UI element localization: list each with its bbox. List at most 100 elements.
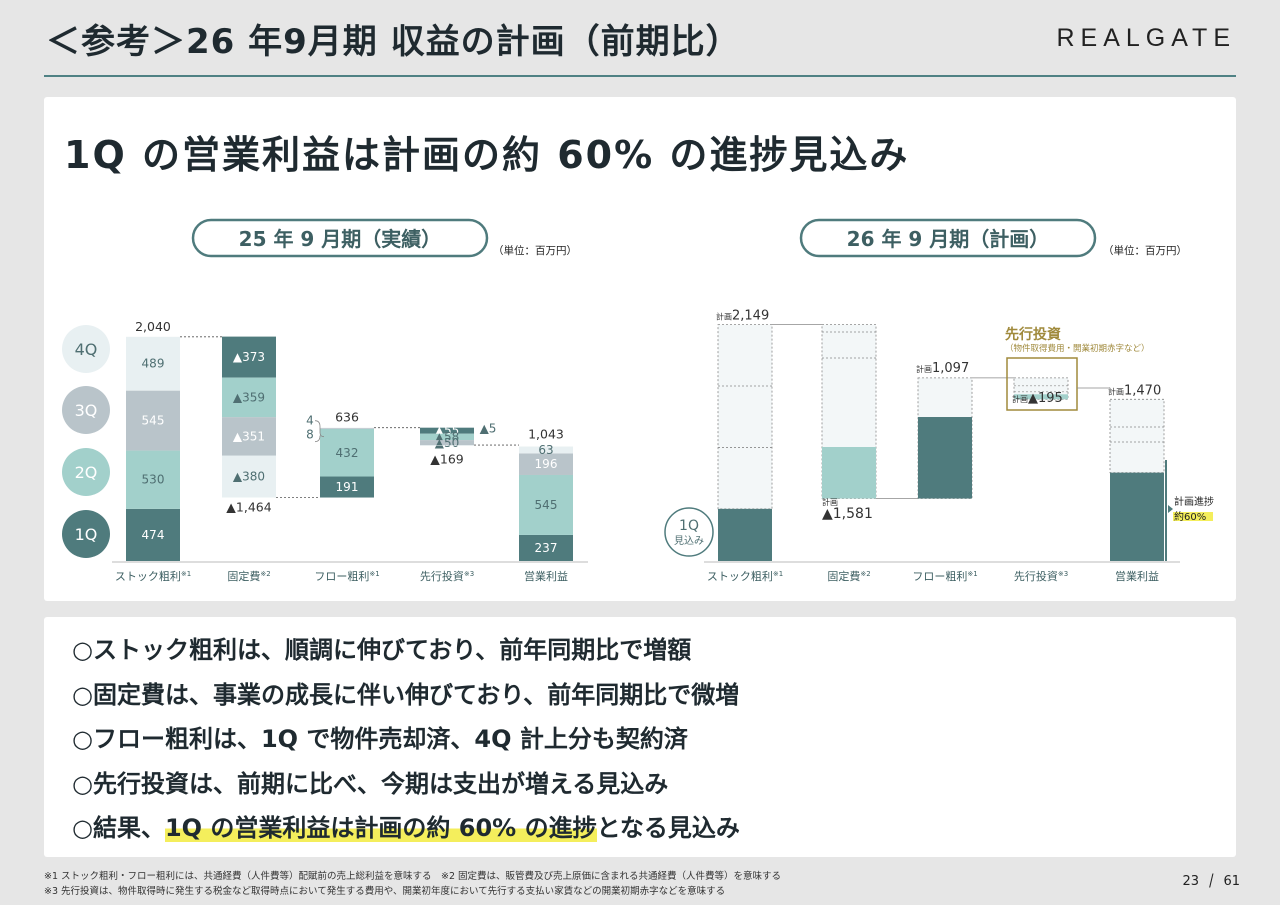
flow-plan-label: 計画1,097 [916,361,969,376]
quarter-legend-circle [62,510,110,558]
operating-total-label: 1,043 [528,426,564,441]
operating-profit-segment [519,534,573,561]
category-label: 固定費※2 [827,569,870,583]
investment-plan-label: 計画▲195 [1012,391,1063,406]
page-number: 23/61 [1182,871,1240,892]
operating-segment-label: 196 [535,457,558,471]
operating-plan-box [1109,398,1165,474]
brand-logo: REALGATE [1056,24,1236,52]
chart-title: 26 年 9 月期（計画） [847,227,1050,251]
fixed-plan-prefix: 計画 [822,497,838,507]
quarter-legend-label: 1Q [75,525,98,544]
investment-segment [420,427,474,434]
bullet-list: ○ストック粗利は、順調に伸びており、前年同期比で増額 ○固定費は、事業の成長に伴… [72,628,740,851]
operating-plan-label: 計画1,470 [1108,383,1161,398]
quarter-legend-circle [62,448,110,496]
investment-total-label: ▲169 [430,452,464,467]
bullet-item: ○フロー粗利は、1Q で物件売却済、4Q 計上分も契約済 [72,725,688,753]
flow-segment-label: 432 [336,446,359,460]
progress-note-value: 約60% [1174,510,1206,523]
flow-bar-segment [320,428,374,429]
chart-title-pill [191,218,489,258]
q1-badge-sublabel: 見込み [674,535,704,547]
chart-title: 25 年 9 月期（実績） [239,227,442,251]
investment-callout-title: 先行投資 [1005,326,1061,343]
operating-profit-segment [519,446,573,454]
quarter-legend-label: 4Q [75,340,98,359]
stock-forecast-bar [718,508,772,561]
investment-plan-box [1013,377,1069,400]
flow-small-label: 4 [306,414,314,428]
category-label: 先行投資※3 [420,569,474,583]
stock-bar-segment [126,390,180,451]
flow-total-label: 636 [335,410,359,425]
stock-bar-segment [126,508,180,561]
quarter-legend-label: 2Q [75,463,98,482]
category-label: 営業利益 [1115,569,1159,583]
fixed-plan-label: ▲1,581 [822,506,873,522]
footnote-2: ※3 先行投資は、物件取得時に発生する税金など取得時点において発生する費用や、開… [44,886,726,897]
fixed-cost-segment [222,377,276,418]
fixed-cost-segment-label: ▲351 [233,429,265,443]
flow-brace [314,420,325,443]
fixed-cost-segment-label: ▲359 [233,390,265,404]
stock-segment-label: 545 [142,414,165,428]
category-label: フロー粗利※1 [912,570,977,583]
flow-small-label: 8 [306,428,314,442]
investment-segment [420,445,474,446]
quarter-legend-label: 3Q [75,401,98,420]
stock-plan-label: 計画2,149 [716,309,769,324]
footnote-1: ※1 ストック粗利・フロー粗利には、共通経費（人件費等）配賦前の売上総利益を意味… [44,871,782,882]
stock-bar-segment [126,336,180,391]
stock-total-label: 2,040 [135,319,171,334]
quarter-legend-circle [62,325,110,373]
progress-note-label: 計画進捗 [1174,495,1214,508]
quarter-legend-circle [62,386,110,434]
q1-forecast-badge [664,507,714,557]
stock-segment-label: 474 [142,528,165,542]
category-label: ストック粗利※1 [115,570,191,583]
unit-label: （単位：百万円） [493,244,577,257]
operating-forecast-bar [1110,472,1164,561]
fixed-cost-segment [222,336,276,378]
header-rule [44,75,1236,77]
investment-forecast-bar [1014,394,1068,400]
bullet-item: ○先行投資は、前期に比べ、今期は支出が増える見込み [72,769,669,798]
stock-segment-label: 530 [142,473,165,487]
category-label: 固定費※2 [227,569,270,583]
category-label: フロー粗利※1 [314,570,379,583]
investment-segment-label: ▲50 [435,436,460,450]
headline: 1Q の営業利益は計画の約 60% の進捗見込み [64,133,910,177]
bullet-item: ○固定費は、事業の成長に伴い伸びており、前年同期比で微増 [72,680,740,709]
unit-label: （単位：百万円） [1103,244,1187,257]
bullet-item: ○ストック粗利は、順調に伸びており、前年同期比で増額 [72,636,692,664]
category-label: ストック粗利※1 [707,570,783,583]
progress-highlight [1173,512,1213,521]
progress-arrow-icon [1168,505,1173,513]
flow-bar-segment [320,476,374,498]
stock-bar-segment [126,450,180,509]
investment-callout-frame [1006,357,1078,411]
category-label: 営業利益 [524,569,568,583]
q1-badge-label: 1Q [679,518,699,534]
fixed-cost-segment [222,417,276,456]
operating-segment-label: 545 [535,498,558,512]
investment-callout-note: （物件取得費用・開業初期赤字など） [1005,343,1150,354]
investment-segment-label: ▲5 [480,422,497,436]
fixed-cost-segment-label: ▲380 [233,470,265,484]
category-label: 先行投資※3 [1014,569,1068,583]
slide-title: ＜参考＞26 年9月期 収益の計画（前期比） [46,22,741,62]
investment-segment [420,433,474,441]
operating-profit-segment [519,474,573,535]
fixed-cost-segment-label: ▲373 [233,350,265,364]
operating-segment-label: 63 [538,443,553,457]
fixed-cost-total-label: ▲1,464 [226,500,271,515]
stock-plan-box [717,324,773,510]
chart-title-pill [799,218,1097,258]
operating-segment-label: 237 [535,541,558,555]
operating-profit-segment [519,453,573,475]
flow-segment-label: 191 [336,480,359,494]
fixed-cost-segment [222,455,276,498]
flow-forecast-bar [918,417,972,499]
